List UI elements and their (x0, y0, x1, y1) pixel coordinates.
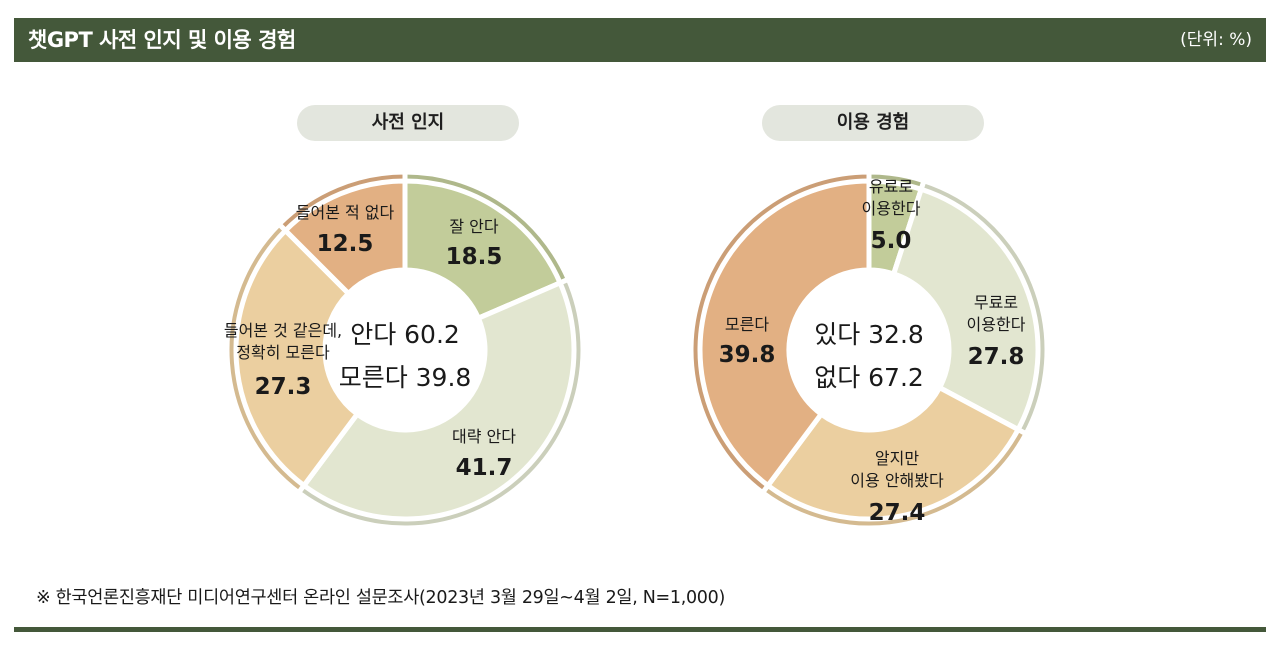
source-footnote: ※ 한국언론진흥재단 미디어연구센터 온라인 설문조사(2023년 3월 29일… (36, 588, 726, 608)
unit-label: (단위: %) (1180, 30, 1252, 50)
chart-title-usage: 이용 경험 (762, 105, 984, 141)
slice-label: 들어본 것 같은데, (224, 321, 342, 340)
donut-hole (325, 270, 485, 430)
slice-value-label: 27.4 (869, 500, 926, 526)
slice-label: 무료로 (974, 293, 1018, 312)
slice-label: 이용한다 (967, 315, 1026, 334)
slice-value-label: 41.7 (456, 455, 513, 481)
page-title: 챗GPT 사전 인지 및 이용 경험 (28, 28, 296, 52)
donut-hole (789, 270, 949, 430)
slice-label: 이용한다 (862, 199, 921, 218)
slice-value-label: 5.0 (871, 228, 912, 254)
slice-label: 대략 안다 (452, 427, 516, 446)
slice-value-label: 39.8 (719, 342, 776, 368)
slice-value-label: 27.3 (255, 374, 312, 400)
slice-label: 정확히 모른다 (236, 343, 330, 362)
slice-label: 들어본 적 없다 (296, 203, 395, 222)
header-bar: 챗GPT 사전 인지 및 이용 경험 (단위: %) (14, 18, 1266, 62)
slice-label: 이용 안해봤다 (850, 471, 944, 490)
center-summary-label: 있다 32.8 (814, 320, 924, 349)
slice-value-label: 18.5 (446, 244, 503, 270)
slice-value-label: 12.5 (317, 231, 374, 257)
slice-label: 유료로 (869, 177, 913, 196)
slice-label: 알지만 (875, 449, 919, 468)
center-summary-label: 없다 67.2 (814, 363, 924, 392)
bottom-rule (14, 627, 1266, 632)
center-summary-label: 안다 60.2 (350, 320, 460, 349)
slice-label: 잘 안다 (449, 217, 499, 236)
center-summary-label: 모른다 39.8 (339, 363, 472, 392)
slice-value-label: 27.8 (968, 344, 1025, 370)
chart-title-awareness: 사전 인지 (297, 105, 519, 141)
slice-label: 모른다 (725, 315, 769, 334)
